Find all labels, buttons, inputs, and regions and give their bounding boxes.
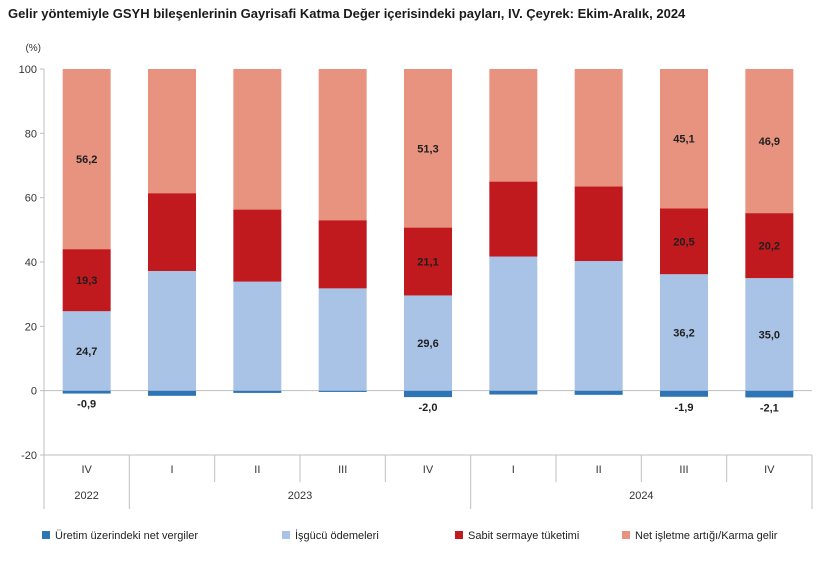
bar-segment: [318, 390, 367, 392]
bar-segment: [318, 220, 367, 289]
data-label: 19,3: [76, 275, 97, 287]
data-label: 51,3: [417, 143, 438, 155]
y-tick-label: -20: [21, 450, 37, 462]
bar-segment: [660, 390, 708, 397]
data-label: -1,9: [675, 402, 694, 414]
bar-segment: [404, 227, 452, 296]
legend-swatch: [282, 531, 290, 539]
x-tick-label: IV: [81, 464, 92, 476]
bar-segment: [745, 278, 794, 391]
y-tick-label: 100: [19, 64, 37, 76]
data-label: 20,2: [759, 241, 780, 253]
y-tick-label: 0: [31, 386, 37, 398]
data-label: -2,1: [760, 402, 779, 414]
x-tick-label: III: [338, 464, 347, 476]
x-tick-label: IV: [423, 464, 434, 476]
y-tick-label: 80: [25, 128, 37, 140]
year-label: 2024: [629, 490, 653, 502]
data-label: 56,2: [76, 154, 97, 166]
bar-segment: [148, 390, 196, 396]
y-tick-label: 60: [25, 193, 37, 205]
legend-label: Net işletme artığı/Karma gelir: [635, 530, 778, 542]
bar-segment: [660, 69, 708, 209]
y-tick-label: 40: [25, 257, 37, 269]
bar-segment: [745, 69, 794, 214]
bar-segment: [62, 311, 111, 391]
bar-segment: [574, 69, 623, 187]
x-tick-label: IV: [764, 464, 775, 476]
data-label: -0,9: [77, 399, 96, 411]
data-label: 45,1: [673, 134, 694, 146]
bar-segment: [489, 69, 538, 182]
legend-swatch: [42, 531, 50, 539]
data-label: 29,6: [417, 338, 438, 350]
bar-segment: [745, 213, 794, 279]
data-label: 36,2: [673, 327, 694, 339]
data-label: -2,0: [419, 402, 438, 414]
legend: Üretim üzerindeki net vergiler İşgücü öde…: [42, 529, 778, 542]
bar-segment: [233, 390, 282, 393]
bar-segment: [62, 69, 111, 250]
data-label: 35,0: [759, 329, 780, 341]
bar-segment: [62, 249, 111, 312]
data-label: 21,1: [417, 257, 438, 269]
x-tick-label: I: [170, 464, 173, 476]
bar-segment: [404, 69, 452, 228]
bar-segment: [574, 261, 623, 391]
bar-segment: [404, 295, 452, 391]
bar-segment: [489, 181, 538, 257]
bar-segment: [233, 69, 282, 210]
y-tick-label: 20: [25, 321, 37, 333]
bar-segment: [148, 271, 196, 391]
data-label: 24,7: [76, 346, 97, 358]
legend-label: Sabit sermaye tüketimi: [468, 530, 579, 542]
data-label: 46,9: [759, 136, 780, 148]
bar-segment: [660, 274, 708, 391]
legend-label: İşgücü ödemeleri: [295, 529, 379, 542]
bar-segment: [62, 390, 111, 394]
bar-segment: [404, 390, 452, 398]
chart-title: Gelir yöntemiyle GSYH bileşenlerinin Gay…: [8, 6, 686, 21]
data-label: 20,5: [673, 236, 694, 248]
bar-segment: [148, 69, 196, 194]
x-tick-label: II: [254, 464, 260, 476]
data-labels-group: -0,9 24,7 19,3 56,2 -2,0 29,6 21,1 51,3 -1,9 36,2…: [76, 134, 780, 415]
bar-segment: [489, 256, 538, 391]
bar-segment: [489, 390, 538, 395]
bars-group: [62, 69, 794, 398]
legend-swatch: [622, 531, 630, 539]
bar-segment: [233, 209, 282, 282]
x-tick-label: III: [679, 464, 688, 476]
bar-segment: [148, 193, 196, 272]
bar-segment: [660, 208, 708, 275]
legend-label: Üretim üzerindeki net vergiler: [55, 530, 198, 542]
year-label: 2023: [288, 490, 312, 502]
x-tick-label: II: [596, 464, 602, 476]
bar-segment: [574, 186, 623, 262]
bar-segment: [318, 288, 367, 391]
y-axis-label: (%): [25, 43, 41, 54]
bar-segment: [745, 390, 794, 398]
year-label: 2022: [74, 490, 98, 502]
bar-segment: [318, 69, 367, 221]
x-tick-label: I: [512, 464, 515, 476]
bar-segment: [574, 390, 623, 395]
legend-swatch: [455, 531, 463, 539]
bar-segment: [233, 281, 282, 391]
